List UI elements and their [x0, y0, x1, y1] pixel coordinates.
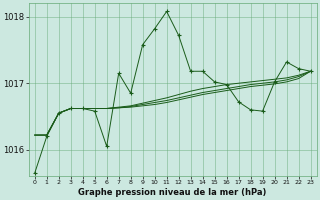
X-axis label: Graphe pression niveau de la mer (hPa): Graphe pression niveau de la mer (hPa)	[78, 188, 267, 197]
